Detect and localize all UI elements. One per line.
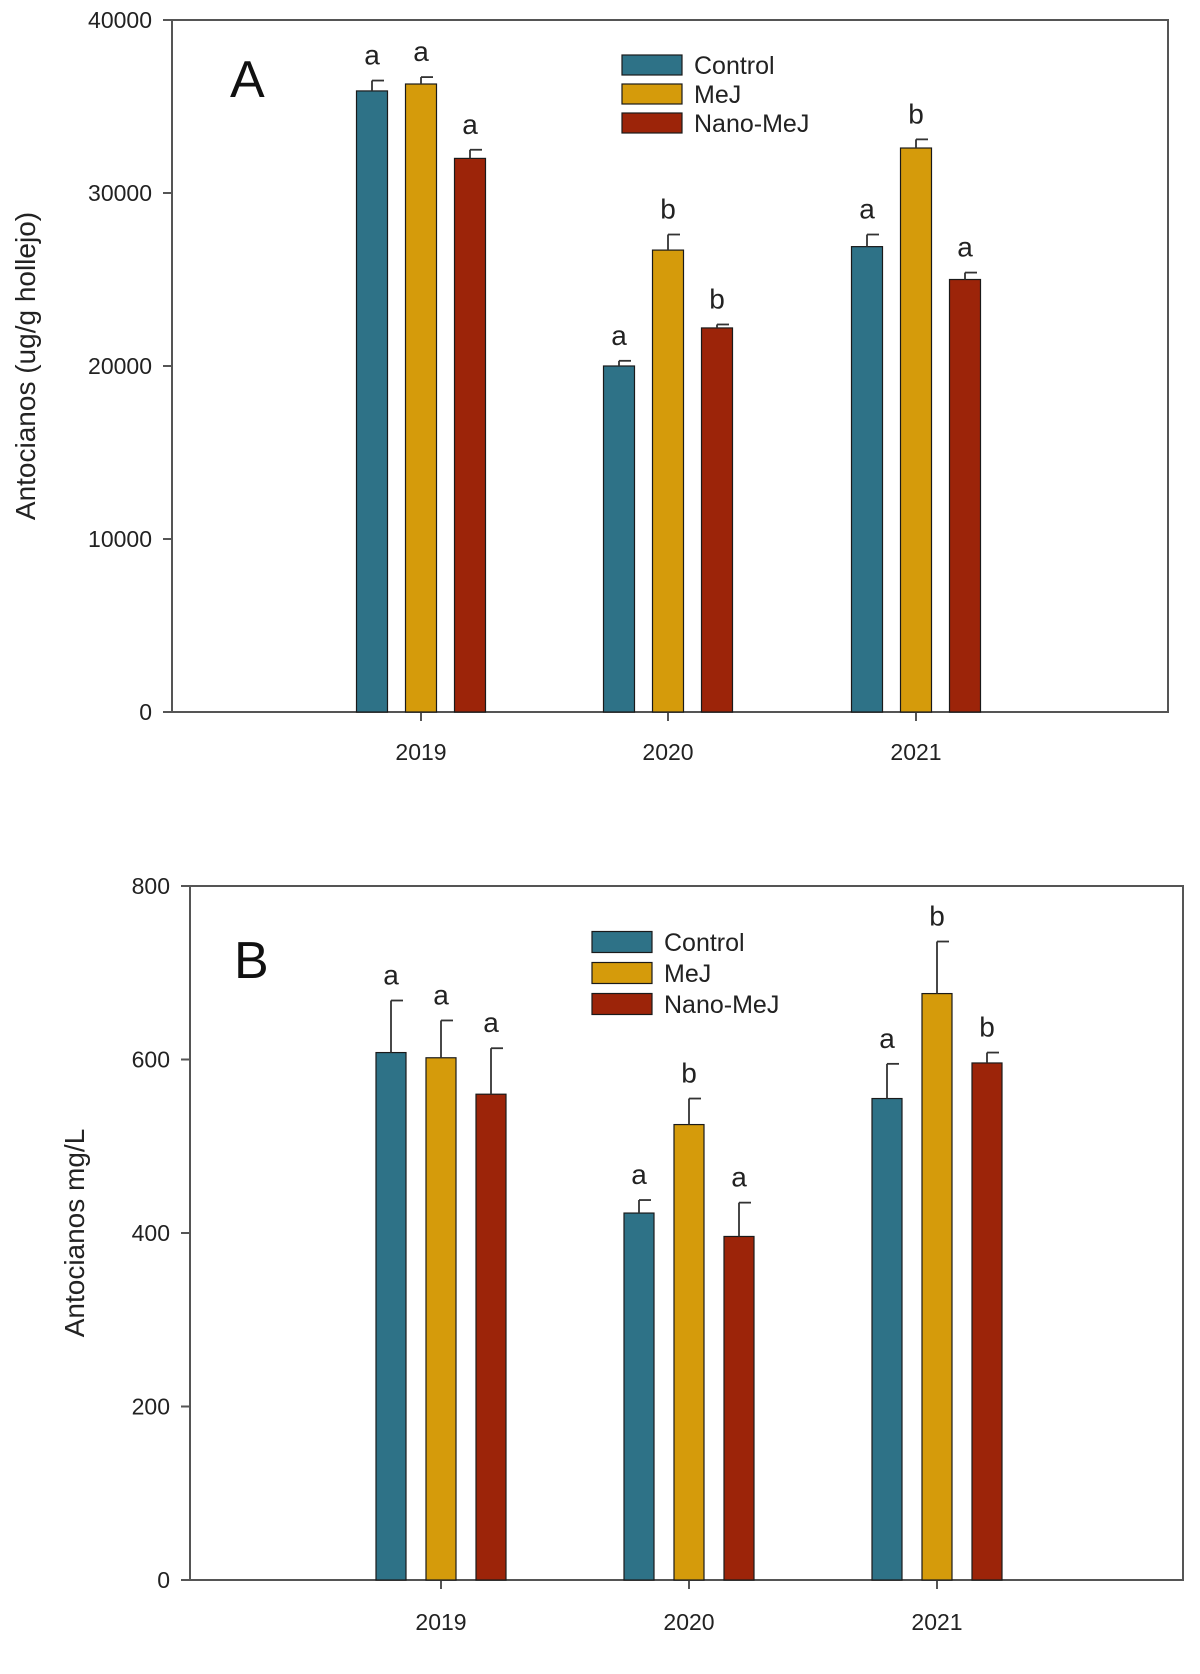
legend-label: Control	[664, 929, 745, 957]
bar	[723, 1235, 755, 1581]
chart-panel-a: 0 10000 20000 30000 40000 Antocianos (ug/g ho…	[10, 7, 1169, 765]
bar	[602, 365, 636, 713]
significance-label: a	[364, 40, 380, 71]
legend-swatch	[591, 992, 653, 1016]
bar	[355, 90, 389, 713]
bar	[948, 278, 982, 713]
y-tick-label: 30000	[88, 180, 152, 206]
legend-label: MeJ	[664, 960, 711, 988]
bar	[700, 327, 734, 713]
legend-label: Control	[694, 52, 775, 80]
bar	[425, 1057, 457, 1581]
chart-panel-b: 0 200 400 600 800 Antocianos mg/L 2019 2020 2021…	[59, 873, 1184, 1635]
bar	[453, 157, 487, 713]
bar	[921, 992, 953, 1581]
bar	[850, 246, 884, 713]
bar	[899, 147, 933, 713]
significance-label: a	[879, 1023, 895, 1054]
legend-swatch	[591, 930, 653, 954]
y-tick-label: 600	[132, 1047, 170, 1073]
legend-swatch	[621, 83, 683, 105]
bar	[673, 1123, 705, 1581]
significance-label: b	[709, 283, 725, 314]
significance-label: a	[859, 194, 875, 225]
significance-label: a	[462, 109, 478, 140]
significance-label: a	[483, 1007, 499, 1038]
y-tick-label: 0	[157, 1567, 170, 1593]
x-tick-label: 2019	[415, 1609, 466, 1635]
panel-letter: B	[234, 932, 269, 990]
legend-label: Nano-MeJ	[694, 110, 809, 138]
significance-label: a	[731, 1162, 747, 1193]
y-tick-label: 20000	[88, 353, 152, 379]
bar	[623, 1212, 655, 1581]
y-tick-label: 10000	[88, 526, 152, 552]
bar	[651, 249, 685, 713]
significance-label: a	[611, 320, 627, 351]
y-tick-label: 40000	[88, 7, 152, 33]
legend-label: Nano-MeJ	[664, 991, 779, 1019]
bar	[375, 1051, 407, 1581]
significance-label: b	[979, 1012, 995, 1043]
legend-swatch	[591, 961, 653, 985]
significance-label: a	[957, 232, 973, 263]
bar	[475, 1093, 507, 1581]
bar	[971, 1062, 1003, 1581]
significance-label: a	[631, 1159, 647, 1190]
y-tick-label: 400	[132, 1220, 170, 1246]
significance-label: b	[908, 98, 924, 129]
significance-label: b	[929, 901, 945, 932]
legend-swatch	[621, 112, 683, 134]
y-tick-label: 200	[132, 1394, 170, 1420]
significance-label: a	[433, 979, 449, 1010]
x-tick-label: 2020	[663, 1609, 714, 1635]
panel-letter: A	[230, 51, 265, 109]
bar	[871, 1097, 903, 1581]
legend-label: MeJ	[694, 81, 741, 109]
y-tick-label: 0	[139, 699, 152, 725]
legend-swatch	[621, 54, 683, 76]
y-axis-label: Antocianos mg/L	[59, 1129, 90, 1338]
x-tick-label: 2019	[395, 739, 446, 765]
bar	[404, 83, 438, 713]
x-tick-label: 2021	[911, 1609, 962, 1635]
y-tick-label: 800	[132, 873, 170, 899]
x-tick-label: 2021	[890, 739, 941, 765]
significance-label: b	[660, 194, 676, 225]
significance-label: b	[681, 1058, 697, 1089]
significance-label: a	[383, 960, 399, 991]
y-axis-label: Antocianos (ug/g hollejo)	[10, 212, 41, 520]
significance-label: a	[413, 36, 429, 67]
x-tick-label: 2020	[642, 739, 693, 765]
